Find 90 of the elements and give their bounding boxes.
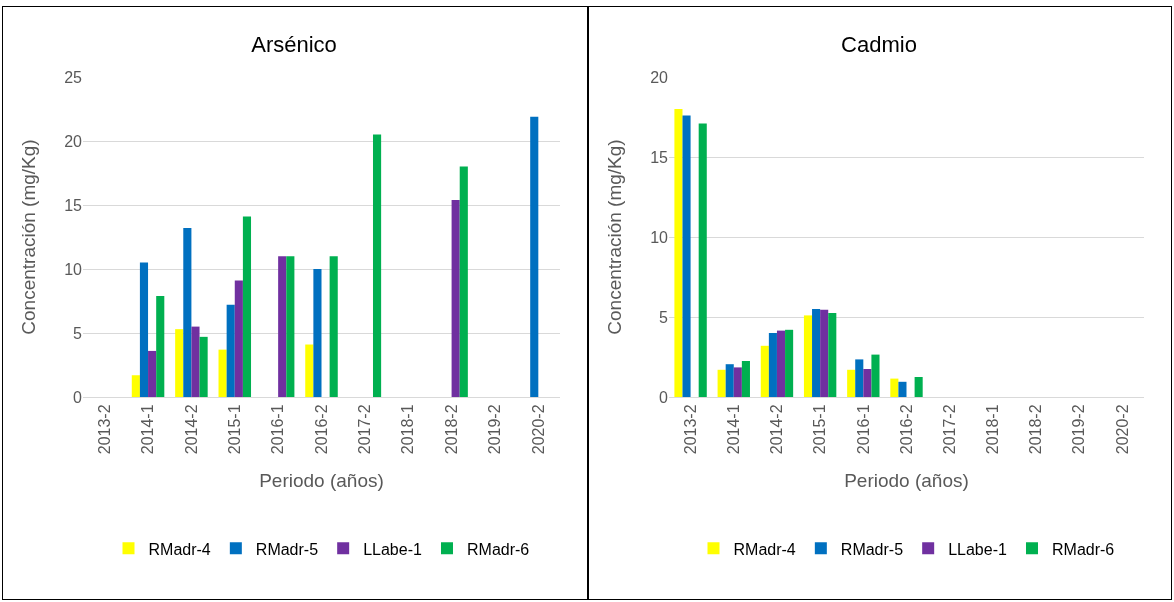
x-tick-label: 2014-1 bbox=[724, 404, 742, 455]
legend-label: RMadr-4 bbox=[148, 540, 211, 558]
x-tick-label: 2015-1 bbox=[225, 404, 243, 455]
y-tick-label: 25 bbox=[64, 68, 83, 86]
bar bbox=[218, 349, 227, 397]
bar bbox=[682, 115, 691, 397]
legend-label: RMadr-5 bbox=[255, 540, 319, 558]
bar bbox=[855, 359, 864, 397]
bar bbox=[890, 378, 899, 397]
y-tick-label: 0 bbox=[659, 388, 669, 406]
y-tick-label: 20 bbox=[650, 68, 669, 86]
bar bbox=[148, 350, 157, 397]
y-tick-label: 15 bbox=[650, 148, 669, 166]
x-tick-label: 2020-2 bbox=[529, 404, 547, 455]
y-tick-label: 10 bbox=[650, 228, 669, 246]
bar bbox=[717, 369, 726, 397]
legend-label: LLabe-1 bbox=[948, 540, 1007, 558]
bar bbox=[530, 116, 539, 397]
legend-label: LLabe-1 bbox=[363, 540, 422, 558]
bar bbox=[760, 345, 769, 397]
x-tick-label: 2014-2 bbox=[182, 404, 200, 455]
x-axis-title: Periodo (años) bbox=[259, 470, 384, 492]
bar bbox=[242, 216, 252, 397]
chart-title: Cadmio bbox=[841, 31, 917, 57]
x-tick-label: 2014-2 bbox=[768, 404, 786, 455]
chart-title: Arsénico bbox=[251, 31, 337, 57]
x-tick-label: 2017-2 bbox=[940, 404, 958, 455]
x-tick-label: 2018-1 bbox=[984, 404, 1002, 455]
y-tick-label: 5 bbox=[73, 324, 83, 342]
x-tick-label: 2019-2 bbox=[1070, 404, 1088, 455]
legend-label: RMadr-4 bbox=[733, 540, 796, 558]
bar bbox=[871, 354, 880, 397]
bar bbox=[914, 377, 923, 397]
bar bbox=[175, 329, 184, 397]
y-axis-title: Concentración (mg/Kg) bbox=[604, 139, 625, 335]
x-tick-label: 2015-1 bbox=[811, 404, 829, 455]
bar bbox=[286, 256, 295, 397]
x-tick-label: 2020-2 bbox=[1113, 404, 1131, 455]
y-tick-label: 20 bbox=[64, 132, 83, 150]
bar bbox=[305, 344, 314, 397]
x-tick-label: 2016-2 bbox=[897, 404, 915, 455]
bar bbox=[199, 336, 208, 397]
legend-label: RMadr-6 bbox=[466, 540, 530, 558]
bar bbox=[733, 367, 742, 397]
legend-label: RMadr-6 bbox=[1051, 540, 1115, 558]
x-tick-label: 2019-2 bbox=[486, 404, 504, 455]
bar bbox=[785, 329, 794, 397]
bar bbox=[863, 369, 872, 397]
bar bbox=[451, 199, 460, 397]
bar bbox=[329, 256, 338, 397]
bar bbox=[768, 333, 777, 397]
bar bbox=[139, 262, 149, 397]
x-tick-label: 2018-1 bbox=[399, 404, 417, 455]
bar bbox=[812, 309, 821, 397]
x-tick-label: 2018-2 bbox=[442, 404, 460, 455]
x-tick-label: 2014-1 bbox=[139, 404, 157, 455]
bar bbox=[698, 123, 707, 397]
x-tick-label: 2013-2 bbox=[95, 404, 113, 455]
x-axis-title: Periodo (años) bbox=[844, 470, 969, 492]
bar bbox=[183, 228, 192, 397]
bar bbox=[372, 134, 382, 397]
x-tick-label: 2016-1 bbox=[854, 404, 872, 455]
bar bbox=[828, 313, 837, 397]
bar bbox=[226, 304, 235, 397]
y-tick-label: 15 bbox=[64, 196, 83, 214]
bar bbox=[313, 269, 322, 397]
x-tick-label: 2016-1 bbox=[269, 404, 287, 455]
bar bbox=[725, 364, 734, 397]
bar bbox=[234, 280, 243, 397]
y-tick-label: 0 bbox=[73, 388, 83, 406]
bar bbox=[741, 361, 750, 397]
bar bbox=[459, 166, 468, 397]
bar bbox=[898, 381, 907, 397]
bar bbox=[674, 109, 683, 397]
x-tick-label: 2016-2 bbox=[312, 404, 330, 455]
bar bbox=[278, 256, 287, 397]
x-tick-label: 2018-2 bbox=[1027, 404, 1045, 455]
x-tick-label: 2013-2 bbox=[681, 404, 699, 455]
y-tick-label: 5 bbox=[659, 308, 669, 326]
bar bbox=[847, 369, 856, 397]
y-tick-label: 10 bbox=[64, 260, 83, 278]
y-axis-title: Concentración (mg/Kg) bbox=[18, 139, 39, 335]
bar bbox=[131, 375, 140, 397]
x-tick-label: 2017-2 bbox=[356, 404, 374, 455]
bar bbox=[776, 330, 786, 397]
bar bbox=[156, 295, 165, 397]
bar bbox=[803, 315, 813, 397]
bar bbox=[820, 309, 829, 397]
legend-label: RMadr-5 bbox=[840, 540, 904, 558]
bar bbox=[191, 326, 200, 397]
